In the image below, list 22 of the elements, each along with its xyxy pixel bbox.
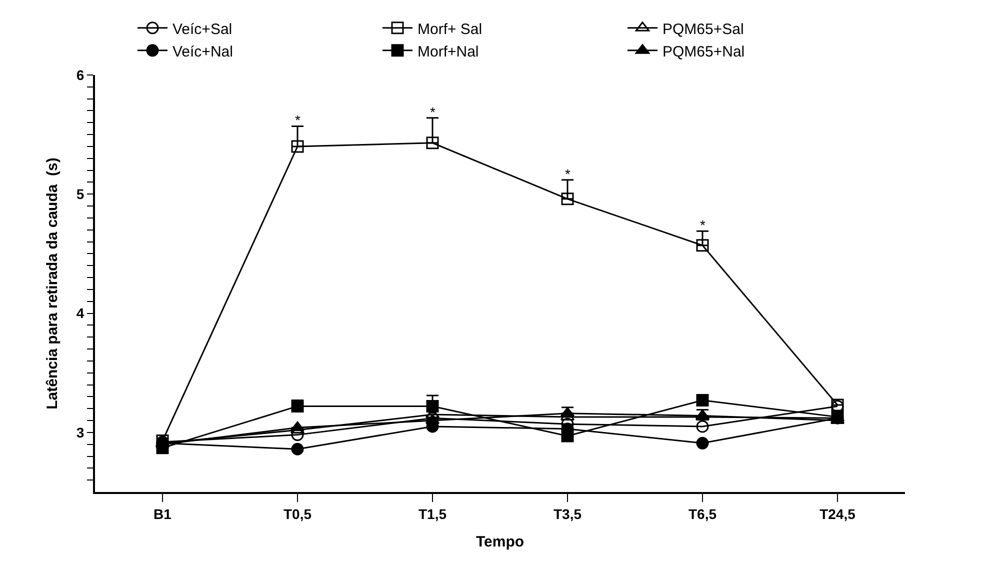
legend-label: PQM65+Nal <box>662 43 745 60</box>
x-tick-label: B1 <box>154 506 172 522</box>
legend-label: Veíc+Sal <box>172 20 232 38</box>
legend-label: PQM65+Sal <box>662 20 744 38</box>
annotation: * <box>430 104 436 120</box>
x-tick-label: T3,5 <box>553 506 582 522</box>
y-tick-label: 3 <box>76 424 84 440</box>
legend-label: Morf+Nal <box>418 43 479 60</box>
annotation: * <box>565 166 571 182</box>
x-tick-label: T0,5 <box>283 506 312 522</box>
annotation: * <box>700 217 706 233</box>
legend-label: Morf+ Sal <box>418 20 482 38</box>
legend-label: Veíc+Nal <box>172 43 233 60</box>
x-axis-title: Tempo <box>476 533 524 550</box>
x-tick-label: T6,5 <box>688 506 717 522</box>
y-tick-label: 5 <box>76 186 84 202</box>
x-tick-label: T24,5 <box>820 506 856 522</box>
y-tick-label: 6 <box>76 66 84 83</box>
x-tick-label: T1,5 <box>418 506 447 522</box>
y-tick-label: 4 <box>76 305 84 322</box>
annotation: * <box>295 112 301 128</box>
y-axis-title: Latência para retirada da cauda (s) <box>44 158 62 410</box>
